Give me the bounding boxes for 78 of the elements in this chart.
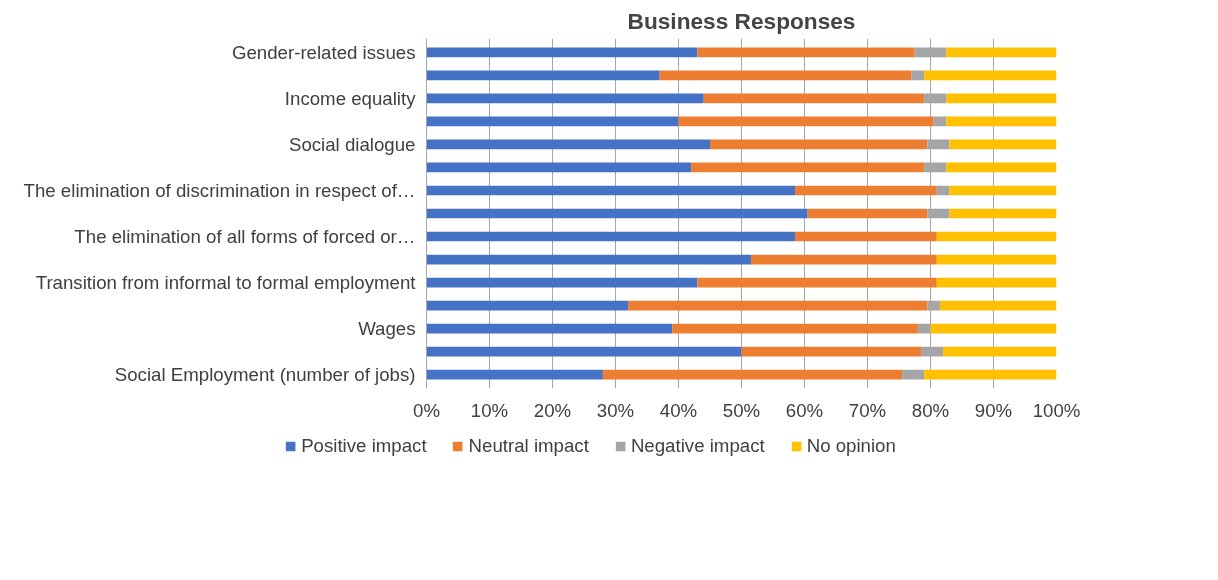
legend-label: Neutral impact <box>468 434 589 457</box>
bar <box>921 346 944 357</box>
y-tick-label: The elimination of discrimination in respect of… <box>23 179 416 201</box>
x-tick-label: 100% <box>1032 399 1081 421</box>
legend-label: Positive impact <box>301 434 427 457</box>
bar <box>930 323 1057 334</box>
bar <box>946 116 1057 127</box>
bar <box>927 139 950 150</box>
bar <box>927 300 940 311</box>
bar <box>426 93 704 104</box>
x-tick-label: 80% <box>911 399 950 421</box>
bar <box>426 162 692 173</box>
bar <box>426 323 673 334</box>
bar <box>426 369 603 380</box>
x-tick-label: 10% <box>470 399 509 421</box>
x-tick-label: 40% <box>659 399 698 421</box>
bar <box>697 47 915 58</box>
bar <box>678 116 934 127</box>
bar <box>795 231 937 242</box>
bar <box>936 254 1057 265</box>
y-tick-label: Social Employment (number of jobs) <box>114 364 416 386</box>
legend-label: No opinion <box>806 434 896 457</box>
bar <box>946 93 1057 104</box>
x-tick-label: 70% <box>848 399 887 421</box>
x-tick-label: 90% <box>974 399 1013 421</box>
bar <box>924 93 947 104</box>
bar <box>795 185 937 196</box>
bar <box>602 369 903 380</box>
y-tick-label: Income equality <box>284 87 417 109</box>
bar <box>426 346 742 357</box>
bar <box>426 231 796 242</box>
bar <box>741 346 922 357</box>
x-tick-label: 20% <box>533 399 572 421</box>
x-tick-label: 30% <box>596 399 635 421</box>
bar <box>924 162 947 173</box>
x-tick-label: 50% <box>722 399 761 421</box>
bar <box>659 70 912 81</box>
y-tick-label: Transition from informal to formal employment <box>35 272 417 294</box>
bar <box>426 254 751 265</box>
bar <box>936 231 1057 242</box>
bar <box>914 47 947 58</box>
x-tick-label: 60% <box>785 399 824 421</box>
bar <box>924 369 1057 380</box>
bar <box>936 277 1057 288</box>
y-tick-label: Wages <box>358 318 416 340</box>
bar <box>703 93 925 104</box>
y-tick-label: Gender-related issues <box>231 41 416 63</box>
bar <box>946 162 1057 173</box>
bar <box>426 185 796 196</box>
y-tick-label: Social dialogue <box>288 133 416 155</box>
bar <box>672 323 918 334</box>
bar <box>927 208 950 219</box>
bar <box>750 254 937 265</box>
bar <box>902 369 925 380</box>
x-tick-label: 0% <box>413 399 440 421</box>
bar <box>949 208 1057 219</box>
bar <box>939 300 1057 311</box>
bar <box>949 139 1057 150</box>
bar <box>807 208 928 219</box>
y-tick-label: The elimination of all forms of forced or… <box>74 226 416 248</box>
bar <box>710 139 928 150</box>
bar <box>426 47 698 58</box>
chart-title: Business Responses <box>627 7 856 34</box>
bar <box>949 185 1057 196</box>
legend-label: Negative impact <box>630 434 765 457</box>
bar <box>691 162 925 173</box>
bar <box>426 208 808 219</box>
bar <box>628 300 928 311</box>
bar <box>426 70 660 81</box>
bar <box>917 323 931 334</box>
bar <box>924 70 1057 81</box>
bar <box>426 139 710 150</box>
bar <box>943 346 1057 357</box>
bar <box>697 277 937 288</box>
bar <box>426 277 698 288</box>
bar <box>946 47 1057 58</box>
bar <box>426 300 629 311</box>
bar <box>426 116 679 127</box>
